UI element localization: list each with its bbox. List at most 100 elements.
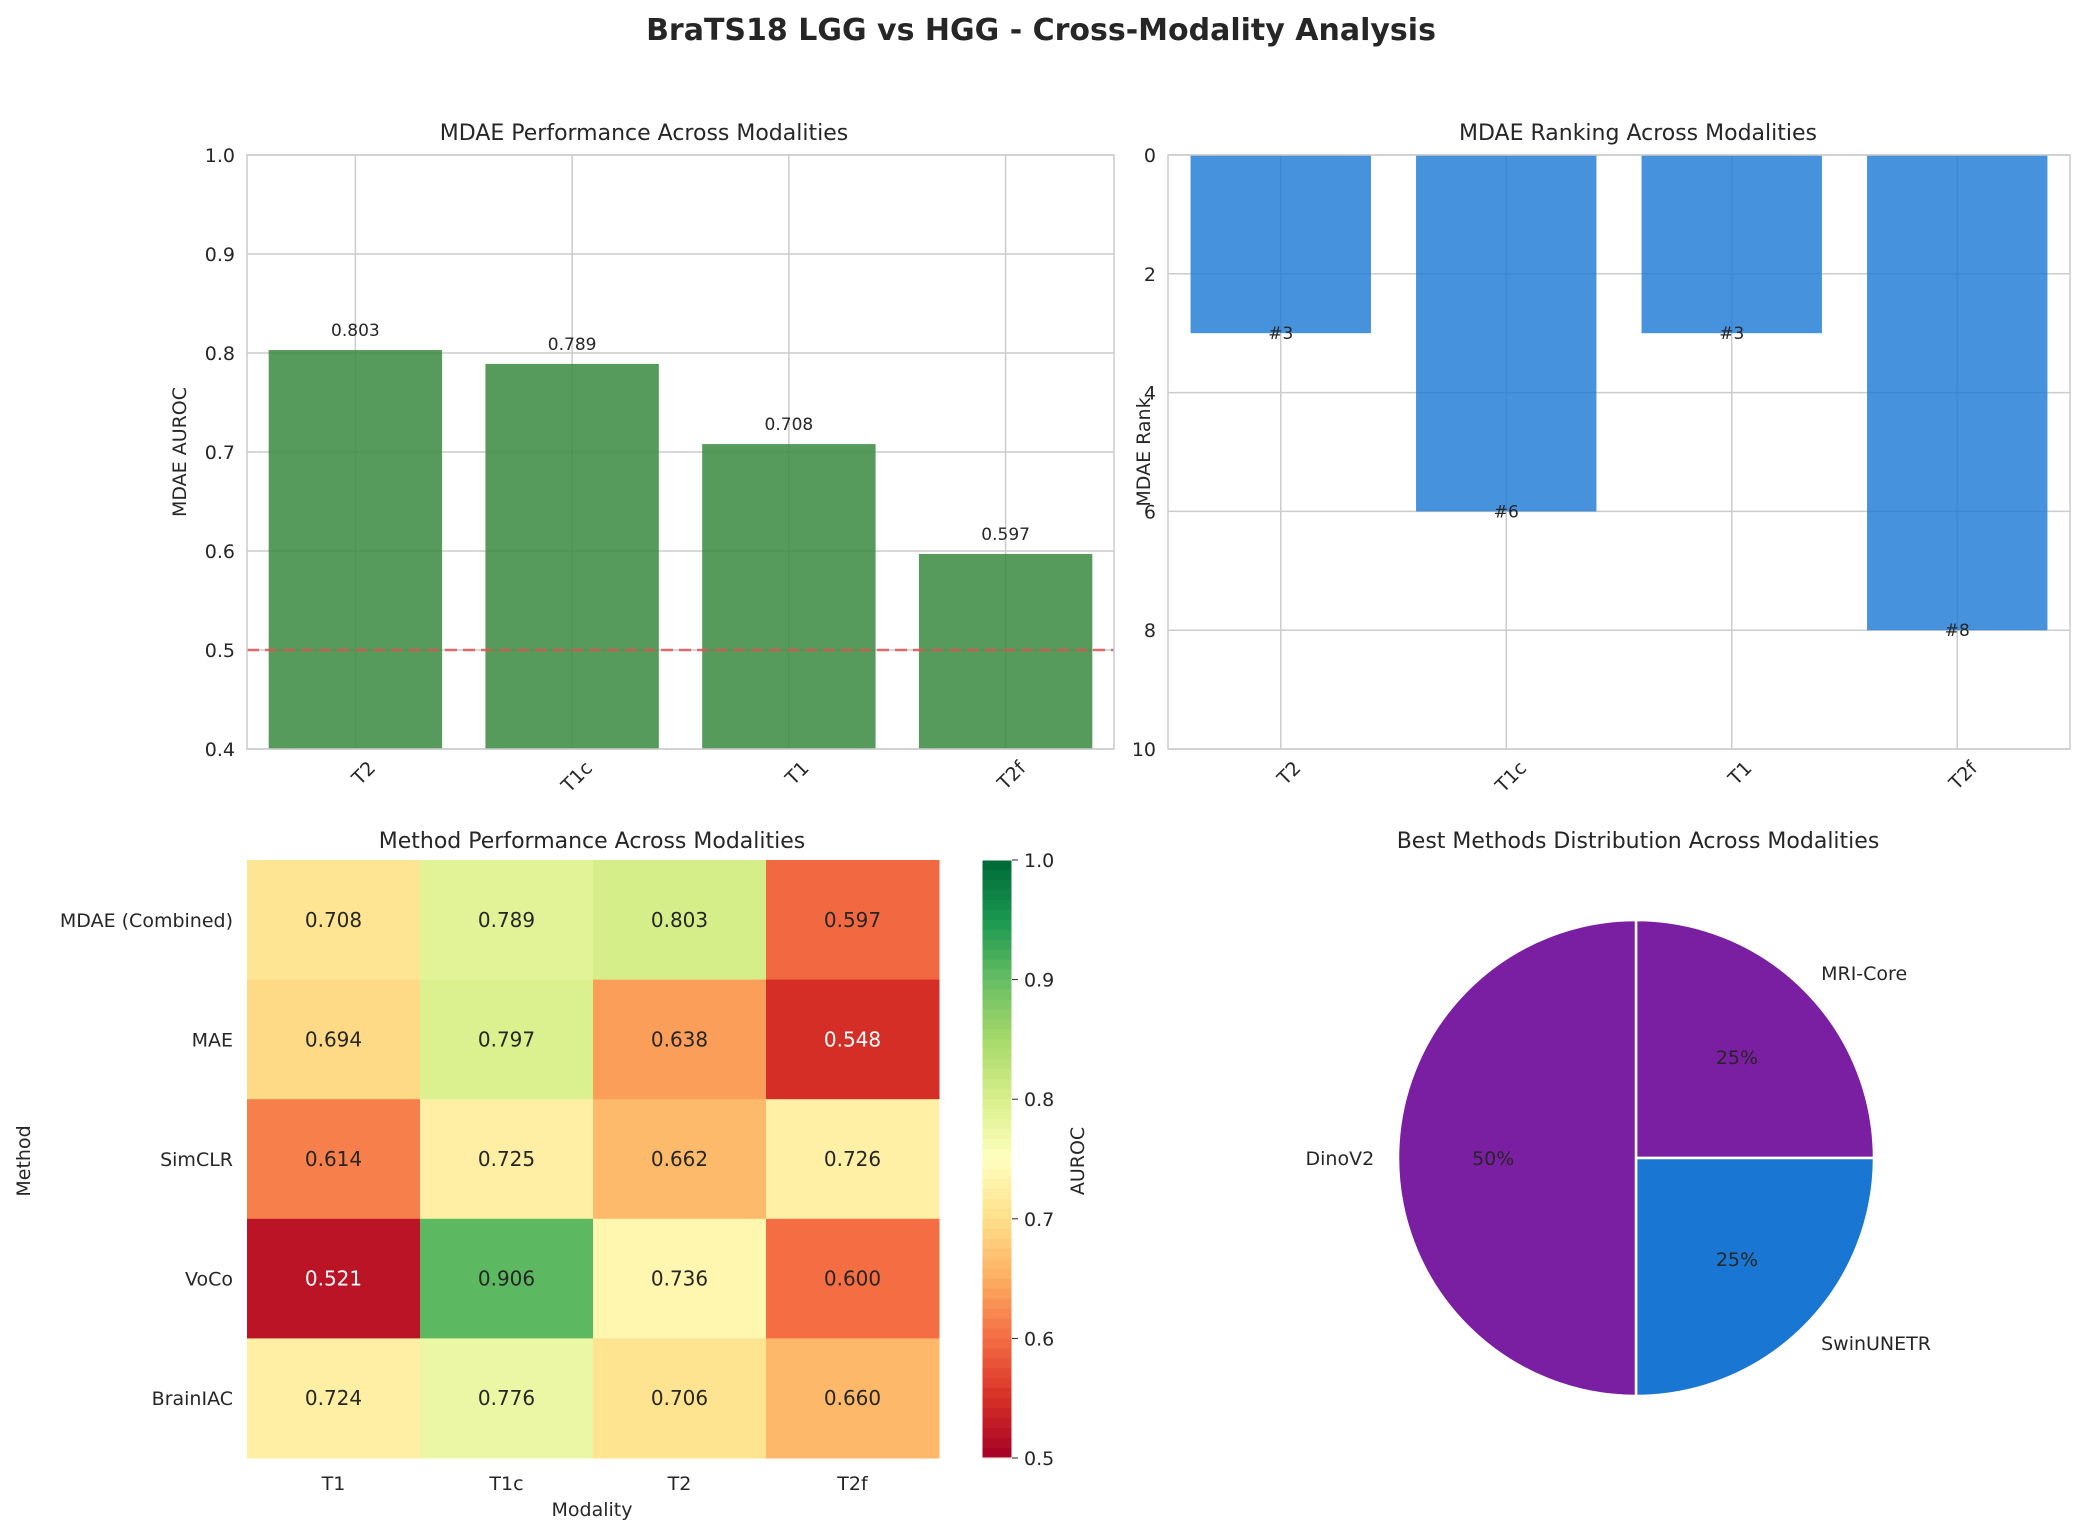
colorbar-segment [982,1398,1012,1409]
heatmap-cell-value: 0.600 [824,1267,881,1291]
rank-y-tick-label: 2 [1144,264,1156,286]
heatmap-y-axis-label: Method [13,1125,35,1196]
rank-y-tick-label: 6 [1144,501,1156,523]
best-methods-pie-chart: Best Methods Distribution Across Modalit… [1306,829,1931,1398]
pie-slice-label: MRI-Core [1821,963,1907,985]
heatmap-cell-value: 0.803 [651,908,708,932]
heatmap-cell [247,1099,421,1220]
auroc-data-label: 0.789 [548,335,597,355]
heatmap-cell-value: 0.736 [651,1267,708,1291]
colorbar-tick-label: 0.9 [1024,970,1054,992]
heatmap-cell [766,1099,940,1220]
heatmap-cell-value: 0.597 [824,908,881,932]
colorbar-segment [982,1019,1012,1031]
rank-bar-T2f [1867,155,2048,631]
rank-data-label: #3 [1268,324,1293,344]
colorbar-segment [982,1318,1012,1330]
colorbar-segment [982,869,1012,881]
colorbar-segment [982,899,1012,911]
colorbar-segment [982,1139,1012,1150]
method-heatmap: Method Performance Across Modalities Mod… [13,829,1089,1521]
heatmap-column-label: T1c [488,1473,523,1495]
heatmap-cell [766,1218,940,1339]
auroc-x-tick-label: T1 [781,757,814,790]
colorbar-segment [982,1278,1012,1290]
auroc-bar-T2f [918,553,1093,749]
colorbar-segment [982,1159,1012,1170]
heatmap-cell [766,860,940,981]
pie-title: Best Methods Distribution Across Modalit… [1397,829,1880,854]
colorbar-tick-label: 1.0 [1024,850,1054,872]
rank-x-tick-label: T2 [1272,757,1305,790]
heatmap-cell [593,1099,767,1220]
colorbar-segment [982,1438,1012,1449]
colorbar-segment [982,919,1012,931]
colorbar-tick-label: 0.6 [1024,1328,1054,1350]
heatmap-cell-value: 0.724 [305,1386,362,1410]
colorbar-segment [982,969,1012,981]
heatmap-cell-value: 0.726 [824,1147,881,1171]
heatmap-cell-value: 0.789 [478,908,535,932]
pie-slice-DinoV2 [1396,918,1638,1398]
heatmap-row-label: BrainIAC [152,1388,233,1410]
heatmap-column-label: T2 [667,1473,692,1495]
colorbar-segment [982,1099,1012,1110]
pie-slice-label: SwinUNETR [1821,1333,1931,1355]
heatmap-cell [766,1338,940,1459]
colorbar-segment [982,1129,1012,1140]
auroc-y-tick-label: 0.4 [205,739,235,761]
colorbar-segment [982,1308,1012,1320]
colorbar-segment [982,879,1012,891]
colorbar-segment [982,1029,1012,1040]
colorbar-segment [982,1268,1012,1280]
pie-slice-MRI-Core [1634,918,1876,1160]
colorbar-segment [982,1188,1012,1200]
auroc-y-axis-label: MDAE AUROC [169,387,191,517]
heatmap-column-label: T1 [321,1473,346,1495]
auroc-x-tick-label: T2f [993,756,1032,795]
rank-data-label: #8 [1945,621,1970,641]
colorbar-segment [982,1149,1012,1160]
rank-y-tick-label: 0 [1144,145,1156,167]
colorbar-segment [982,979,1012,991]
colorbar-segment [982,1039,1012,1050]
colorbar-segment [982,1009,1012,1021]
auroc-x-tick-label: T1c [556,757,596,797]
heatmap-cell [420,979,594,1100]
colorbar-segment [982,1208,1012,1220]
heatmap-cell-value: 0.614 [305,1147,362,1171]
auroc-y-tick-label: 0.7 [205,442,235,464]
colorbar-segment [982,989,1012,1001]
heatmap-row-label: MDAE (Combined) [60,910,233,932]
colorbar-segment [982,1328,1012,1339]
heatmap-column-label: T2f [836,1473,869,1495]
colorbar-segment [982,1418,1012,1429]
rank-bar-T2 [1190,155,1371,334]
colorbar-segment [982,1109,1012,1120]
colorbar-segment [982,1228,1012,1240]
colorbar-segment [982,929,1012,941]
heatmap-cell-value: 0.706 [651,1386,708,1410]
auroc-y-tick-label: 1.0 [205,145,235,167]
heatmap-cell-value: 0.708 [305,908,362,932]
auroc-plot-frame [246,154,1115,750]
colorbar-segment [982,1348,1012,1359]
pie-slice-label: DinoV2 [1306,1148,1375,1170]
auroc-chart-title: MDAE Performance Across Modalities [440,121,848,146]
auroc-bar-T1 [702,444,876,749]
heatmap-cell [593,1338,767,1459]
rank-x-tick-label: T1c [1491,757,1531,797]
rank-bar-T1c [1416,155,1597,512]
auroc-data-label: 0.708 [765,415,814,435]
colorbar-segment [982,1428,1012,1439]
heatmap-cell [247,979,421,1100]
heatmap-cell [247,1338,421,1459]
colorbar-segment [982,909,1012,921]
colorbar-segment [982,999,1012,1011]
pie-percent-label: 25% [1716,1047,1758,1069]
rank-data-label: #6 [1494,502,1519,522]
heatmap-cell [420,860,594,981]
heatmap-cell [420,1218,594,1339]
colorbar-tick-label: 0.5 [1024,1448,1054,1470]
